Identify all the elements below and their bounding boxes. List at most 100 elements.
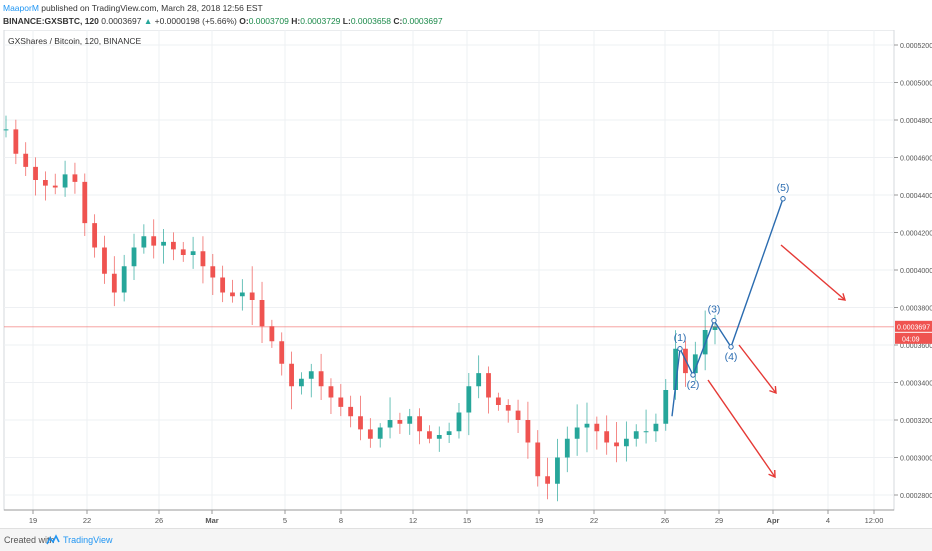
- candle-body: [131, 247, 137, 267]
- wave-point: [677, 346, 683, 352]
- candle-body: [52, 185, 58, 188]
- candle-body: [72, 174, 78, 182]
- x-tick-label: Apr: [767, 516, 780, 525]
- wave-label: (1): [674, 332, 687, 344]
- candle-body: [367, 429, 373, 439]
- candle-body: [436, 435, 442, 439]
- close-label: C:: [393, 16, 403, 26]
- candle-body: [239, 292, 245, 297]
- tradingview-brand[interactable]: TradingView: [63, 535, 113, 545]
- arrow-head: [837, 293, 846, 301]
- time-axis[interactable]: 19 22 26 Mar 5 8 12 15 19 22 26 29 Apr 4 12:00: [4, 509, 894, 525]
- candle-body: [279, 341, 285, 364]
- candle-body: [545, 476, 550, 484]
- x-tick-label: Mar: [205, 516, 218, 525]
- candle-body: [259, 300, 265, 327]
- x-tick-label: 22: [83, 516, 91, 525]
- x-tick-label: 19: [535, 516, 543, 525]
- candle-body: [190, 251, 196, 255]
- projection-arrows: [707, 244, 846, 479]
- arrow-line: [738, 344, 777, 394]
- candle-body: [623, 438, 629, 447]
- change-arrow-icon: ▲: [143, 16, 153, 26]
- wave-point: [728, 344, 734, 350]
- tradingview-logo-icon[interactable]: [46, 534, 60, 546]
- y-tick-label: 0.00028000: [900, 493, 932, 500]
- candle-body: [446, 431, 452, 435]
- candle-body: [289, 363, 294, 387]
- candle-body: [269, 326, 275, 342]
- wave-label: (5): [777, 182, 790, 194]
- price-badge-label: 0.0003697: [897, 324, 930, 331]
- x-tick-label: 12:00: [865, 516, 884, 525]
- candle-body: [62, 174, 68, 188]
- arrow-line: [707, 379, 776, 478]
- candle-body: [486, 373, 491, 398]
- candle-body: [42, 180, 48, 186]
- candle-body: [614, 442, 619, 447]
- candle-body: [535, 442, 541, 477]
- candle-body: [23, 153, 29, 167]
- candle-body: [653, 423, 659, 432]
- price-chart[interactable]: (1) (2) (3) (4) (5) GXShares / Bitcoin, 120,…: [0, 30, 932, 528]
- candle-body: [299, 378, 304, 387]
- candle-body: [92, 223, 98, 248]
- wave-point: [780, 196, 786, 202]
- low-value: 0.0003658: [350, 16, 392, 26]
- wave-label: (2): [687, 379, 700, 391]
- created-with-text: Created with: [4, 535, 55, 545]
- candle-body: [249, 292, 255, 300]
- candle-body: [3, 129, 9, 131]
- wave-label: (4): [725, 351, 738, 363]
- price-badge: 0.0003697 04:09: [895, 320, 932, 344]
- low-label: L:: [342, 16, 351, 26]
- countdown-label: 04:09: [902, 336, 920, 343]
- candle-body: [151, 236, 157, 246]
- candle-body: [13, 129, 19, 154]
- candle-body: [180, 249, 186, 255]
- grid-lines: [4, 30, 894, 510]
- wave-path: [671, 198, 784, 417]
- x-tick-label: 29: [715, 516, 723, 525]
- candle-body: [584, 423, 590, 428]
- candle-body: [387, 420, 393, 428]
- x-tick-label: 22: [590, 516, 598, 525]
- candle-body: [210, 266, 216, 278]
- candle-body: [555, 457, 560, 484]
- candle-body: [328, 386, 334, 398]
- candle-body: [338, 397, 344, 407]
- candle-body: [663, 390, 669, 424]
- footer: Created with TradingView: [0, 528, 932, 551]
- candle-body: [564, 438, 570, 458]
- arrow-head: [768, 469, 776, 479]
- candle-body: [397, 420, 403, 424]
- candle-body: [111, 273, 117, 293]
- candle-body: [358, 416, 363, 430]
- countdown-badge-box: [895, 332, 932, 344]
- elliott-wave: (1) (2) (3) (4) (5): [671, 182, 790, 417]
- candle-body: [102, 247, 107, 274]
- open-value: 0.0003709: [248, 16, 289, 26]
- candle-body: [161, 241, 166, 246]
- author-link[interactable]: MaaporM: [3, 3, 39, 13]
- candle-body: [525, 420, 531, 443]
- x-tick-label: 5: [283, 516, 287, 525]
- last-price: 0.0003697: [101, 16, 142, 26]
- candle-body: [82, 181, 88, 224]
- candle-body: [633, 431, 639, 439]
- candle-body: [318, 371, 324, 387]
- x-tick-label: 4: [826, 516, 830, 525]
- wave-point: [690, 372, 696, 378]
- candle-body: [220, 277, 226, 293]
- candle-body: [308, 371, 314, 379]
- close-value: 0.0003697: [402, 16, 443, 26]
- candle-body: [456, 412, 462, 432]
- candle-body: [141, 236, 147, 248]
- wave-label: (3): [708, 304, 721, 316]
